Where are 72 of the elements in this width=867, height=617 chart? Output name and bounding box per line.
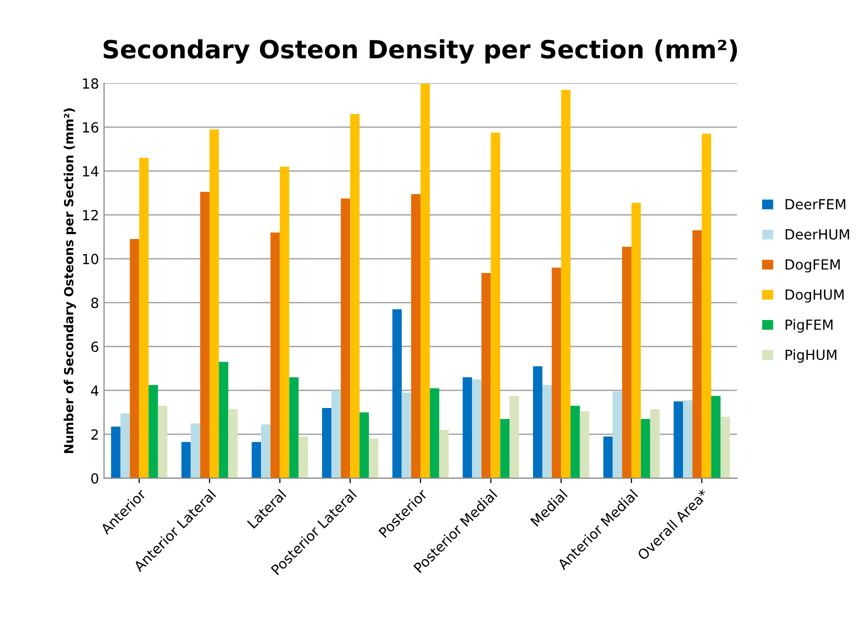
bar	[331, 390, 341, 478]
bar	[674, 401, 684, 478]
bar	[472, 379, 482, 478]
bar	[340, 198, 350, 478]
bar	[439, 430, 449, 478]
bar	[500, 418, 510, 478]
bar	[190, 423, 200, 478]
bar	[631, 202, 641, 478]
legend-label: PigFEM	[786, 319, 832, 333]
bar	[720, 416, 730, 478]
bar	[542, 384, 552, 478]
bar	[289, 377, 299, 478]
bar	[130, 239, 140, 478]
bar	[402, 392, 412, 478]
bar	[711, 396, 721, 478]
bar	[603, 436, 613, 478]
bar	[640, 418, 650, 478]
bar	[650, 409, 660, 478]
bar	[622, 246, 632, 478]
bar	[411, 194, 420, 478]
chart-title: Secondary Osteon Density per Section (mm²)	[104, 39, 737, 64]
y-tick-label: 4	[91, 386, 98, 396]
bar	[252, 442, 262, 478]
bar	[360, 412, 369, 478]
bar	[490, 132, 500, 478]
legend-label: DogFEM	[786, 259, 840, 272]
bar	[228, 409, 238, 478]
bar	[148, 384, 158, 478]
bar	[533, 366, 542, 478]
bar	[570, 406, 580, 478]
y-tick-label: 16	[83, 122, 98, 133]
legend-label: PigHUM	[786, 349, 836, 363]
bar	[270, 232, 280, 478]
y-tick-label: 2	[91, 429, 98, 440]
legend-label: DogHUM	[786, 289, 844, 303]
bar	[280, 166, 290, 478]
bar	[481, 273, 491, 478]
bar	[683, 400, 692, 478]
y-tick-label: 12	[83, 210, 98, 220]
y-tick-label: 6	[91, 342, 98, 352]
bar	[298, 436, 308, 478]
bar	[218, 362, 228, 478]
y-tick-label: 18	[83, 78, 98, 89]
bar	[350, 114, 360, 478]
bar	[702, 134, 712, 478]
y-axis-title: Number of Secondary Osteons per Section (mm²)	[64, 108, 76, 453]
bar	[392, 309, 402, 478]
bar	[120, 413, 130, 478]
bar	[510, 396, 519, 478]
bar	[462, 377, 472, 478]
bar	[612, 392, 622, 478]
bar	[692, 230, 702, 478]
bar	[322, 408, 332, 478]
y-tick-label: 8	[91, 298, 98, 308]
bar	[561, 90, 571, 478]
bar	[580, 411, 590, 478]
bar	[368, 438, 378, 478]
bar	[111, 426, 120, 478]
y-tick-label: 0	[91, 473, 98, 484]
legend-label: DeerHUM	[786, 229, 850, 240]
bar	[158, 406, 168, 478]
bar	[181, 442, 191, 478]
y-tick-label: 14	[83, 166, 98, 176]
bar	[139, 158, 149, 478]
bar	[210, 129, 219, 478]
y-tick-label: 10	[83, 254, 98, 264]
bar	[261, 424, 270, 478]
bar	[420, 83, 430, 478]
bar	[552, 268, 562, 478]
bar	[200, 192, 210, 478]
legend-label: DeerFEM	[786, 199, 846, 210]
bar	[430, 388, 440, 478]
